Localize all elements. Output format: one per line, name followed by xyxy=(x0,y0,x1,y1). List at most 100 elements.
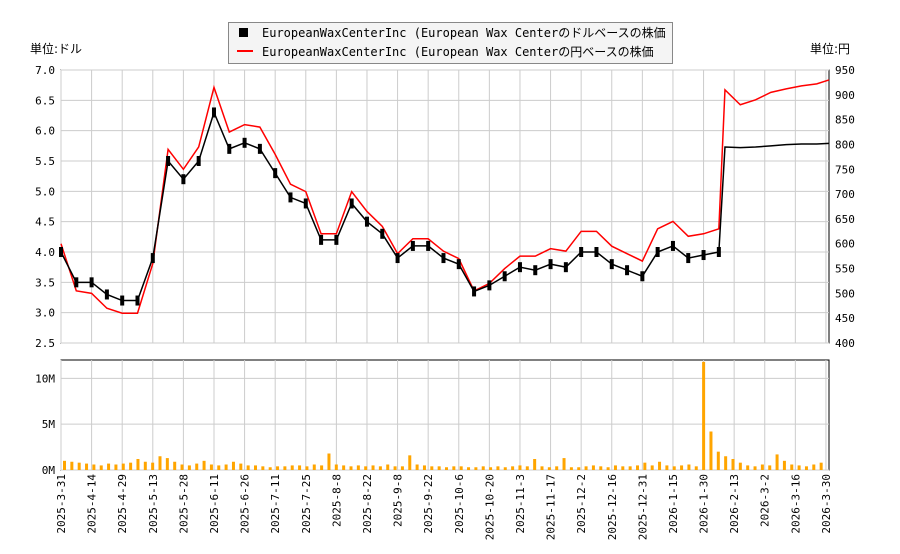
x-tick-label: 2025-12-31 xyxy=(636,474,649,540)
x-tick-label: 2026-3-16 xyxy=(789,474,802,534)
volume-bar xyxy=(92,464,96,470)
y-right-tick-label: 450 xyxy=(835,312,855,325)
y-right-tick-label: 500 xyxy=(835,287,855,300)
volume-bar xyxy=(107,463,111,470)
volume-bar xyxy=(760,464,764,470)
volume-bar xyxy=(121,463,125,470)
volume-bar xyxy=(782,460,786,470)
y-right-tick-label: 800 xyxy=(835,138,855,151)
candlestick xyxy=(579,247,584,257)
y-right-tick-label: 700 xyxy=(835,188,855,201)
candlestick xyxy=(716,247,721,257)
volume-bar xyxy=(378,466,382,470)
volume-bar xyxy=(709,431,713,470)
candlestick xyxy=(364,216,369,227)
volume-bar xyxy=(562,458,566,470)
candlestick xyxy=(533,265,538,276)
x-tick-label: 2025-4-14 xyxy=(86,474,99,534)
left-unit-label: 単位:ドル xyxy=(30,42,83,56)
y-left-tick-label: 3.5 xyxy=(35,276,55,289)
candlestick xyxy=(517,262,522,273)
x-tick-label: 2026-3-2 xyxy=(759,474,772,527)
volume-bar xyxy=(503,467,507,470)
y-right-tick-label: 400 xyxy=(835,337,855,350)
volume-bar xyxy=(702,361,706,470)
x-tick-label: 2025-9-8 xyxy=(392,474,405,527)
candlestick xyxy=(609,259,614,270)
candlestick xyxy=(120,295,125,306)
volume-plot-area xyxy=(60,359,830,471)
y-right-tick-label: 750 xyxy=(835,163,855,176)
volume-bar xyxy=(445,467,448,470)
candlestick xyxy=(410,240,415,251)
volume-bar xyxy=(804,466,808,470)
y-right-tick-label: 900 xyxy=(835,89,855,102)
jpy-price-line xyxy=(60,79,830,314)
volume-bar xyxy=(224,464,228,470)
volume-bar xyxy=(99,465,103,470)
candlestick xyxy=(686,253,691,264)
y-left-tick-label: 4.5 xyxy=(35,216,55,229)
candlestick xyxy=(426,240,431,251)
volume-bar xyxy=(775,454,779,470)
candlestick xyxy=(303,198,308,209)
volume-bar xyxy=(231,461,235,470)
volume-bar xyxy=(547,467,551,470)
volume-bar xyxy=(474,467,478,470)
volume-tick-label: 0M xyxy=(42,464,56,477)
candlestick xyxy=(181,174,186,185)
legend-item-jpy: EuropeanWaxCenterInc (European Wax Cente… xyxy=(237,43,654,61)
candlestick xyxy=(104,289,109,300)
volume-bar xyxy=(371,465,375,470)
volume-bar xyxy=(327,453,331,470)
candlestick xyxy=(670,240,675,251)
volume-bar xyxy=(334,464,338,470)
volume-bar xyxy=(254,465,257,470)
candlestick xyxy=(349,198,354,209)
y-right-tick-label: 550 xyxy=(835,263,855,276)
y-left-tick-label: 5.0 xyxy=(35,185,55,198)
volume-bar xyxy=(422,465,426,470)
volume-bar xyxy=(731,459,735,470)
x-tick-label: 2025-11-17 xyxy=(545,474,558,540)
y-right-tick-label: 850 xyxy=(835,114,855,127)
volume-bar xyxy=(584,466,588,470)
volume-bar xyxy=(320,465,324,470)
volume-bar xyxy=(63,460,66,470)
volume-bar xyxy=(724,456,728,470)
volume-bar xyxy=(430,466,434,470)
y-left-tick-label: 7.0 xyxy=(35,64,55,77)
candlestick xyxy=(74,277,79,288)
volume-bar xyxy=(305,466,309,470)
legend-label: EuropeanWaxCenterInc (European Wax Cente… xyxy=(262,45,654,59)
volume-bar xyxy=(246,465,250,470)
candlestick xyxy=(563,262,568,273)
candlestick xyxy=(257,143,262,154)
volume-bar xyxy=(790,464,794,470)
volume-bar xyxy=(768,465,772,470)
x-tick-label: 2025-8-22 xyxy=(361,474,374,534)
x-tick-label: 2025-3-31 xyxy=(55,474,68,534)
volume-bar xyxy=(393,466,397,470)
candlestick xyxy=(594,247,599,257)
x-tick-label: 2026-2-13 xyxy=(728,474,741,534)
legend-label: EuropeanWaxCenterInc (European Wax Cente… xyxy=(262,26,666,40)
volume-bar xyxy=(209,464,213,470)
volume-bar xyxy=(151,462,155,470)
candlestick xyxy=(655,247,660,257)
volume-bar xyxy=(268,467,272,470)
x-tick-label: 2025-6-26 xyxy=(239,474,252,534)
candlestick xyxy=(502,271,507,282)
volume-bar xyxy=(525,466,529,470)
x-tick-label: 2025-9-22 xyxy=(422,474,435,534)
volume-bar xyxy=(283,466,287,470)
volume-bar xyxy=(658,461,662,470)
volume-bar xyxy=(672,466,676,470)
volume-bar xyxy=(261,466,265,470)
y-left-tick-label: 2.5 xyxy=(35,337,55,350)
candlestick xyxy=(395,253,400,264)
volume-bar xyxy=(129,462,133,470)
volume-bar xyxy=(606,467,610,470)
y-right-tick-label: 950 xyxy=(835,64,855,77)
volume-bar xyxy=(694,466,698,470)
